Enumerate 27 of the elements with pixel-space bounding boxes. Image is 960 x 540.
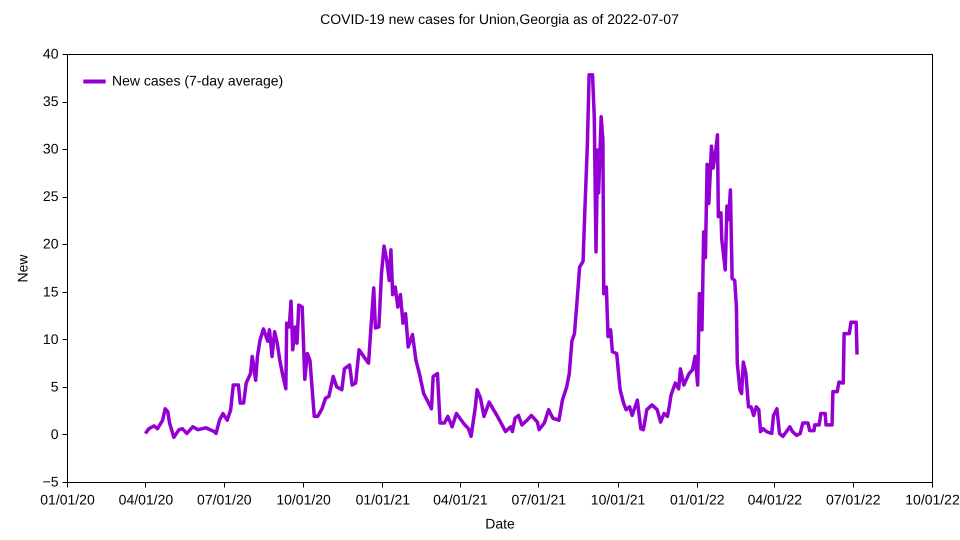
x-tick-label: 04/01/22 bbox=[748, 492, 802, 508]
chart-title: COVID-19 new cases for Union,Georgia as of 2022-07-07 bbox=[320, 11, 680, 27]
x-tick-label: 04/01/21 bbox=[433, 492, 488, 508]
y-tick-label: 35 bbox=[42, 93, 59, 110]
y-tick-label: 5 bbox=[50, 378, 59, 394]
x-tick-label: 01/01/22 bbox=[670, 492, 725, 508]
legend-label: New cases (7-day average) bbox=[112, 72, 284, 88]
y-tick-label: 0 bbox=[50, 426, 59, 442]
line-series bbox=[144, 73, 859, 440]
y-axis-title: New bbox=[14, 254, 31, 283]
x-tick-label: 10/01/21 bbox=[590, 492, 646, 508]
x-tick-label: 10/01/20 bbox=[276, 492, 332, 508]
y-tick-label: 40 bbox=[42, 46, 59, 62]
y-tick-label: −5 bbox=[42, 474, 59, 490]
x-tick-label: 07/01/22 bbox=[826, 492, 881, 508]
y-tick-label: 25 bbox=[42, 188, 59, 204]
x-tick-label: 07/01/21 bbox=[512, 492, 566, 508]
y-tick-label: 20 bbox=[42, 236, 59, 252]
x-axis-title: Date bbox=[485, 516, 515, 532]
y-tick-label: 15 bbox=[42, 283, 59, 300]
x-tick-label: 01/01/21 bbox=[356, 492, 410, 508]
x-tick-label: 01/01/20 bbox=[40, 492, 95, 508]
y-tick-label: 10 bbox=[42, 330, 59, 347]
x-tick-label: 07/01/20 bbox=[197, 492, 252, 508]
x-tick-label: 04/01/20 bbox=[118, 492, 174, 508]
x-tick-label: 10/01/22 bbox=[905, 492, 960, 508]
y-tick-label: 30 bbox=[42, 140, 59, 157]
